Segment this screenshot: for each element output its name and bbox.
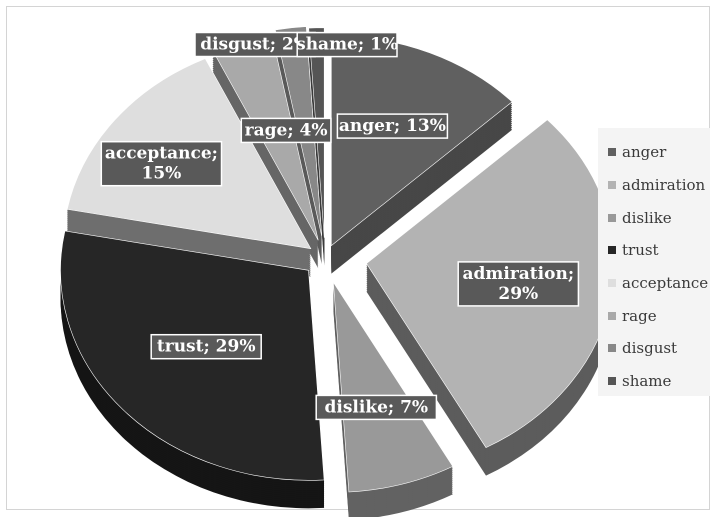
legend-swatch	[608, 181, 616, 190]
data-label-trust: trust; 29%	[150, 333, 262, 360]
legend-label: dislike	[622, 208, 672, 227]
legend-item-admiration: admiration	[598, 169, 710, 202]
svg-text:anger; 13%: anger; 13%	[339, 116, 446, 136]
legend-swatch	[608, 279, 616, 288]
legend-label: shame	[622, 372, 672, 391]
legend-label: disgust	[622, 339, 678, 358]
svg-text:disgust; 2%: disgust; 2%	[200, 35, 310, 55]
legend-swatch	[608, 311, 616, 320]
data-labels: anger; 13% admiration;29% dislike; 7% trust…	[100, 31, 580, 421]
legend-label: acceptance	[622, 274, 709, 293]
svg-text:shame; 1%: shame; 1%	[296, 35, 398, 55]
legend-item-disgust: disgust	[598, 332, 710, 365]
legend-item-trust: trust	[598, 234, 710, 267]
data-label-anger: anger; 13%	[336, 113, 449, 139]
svg-text:15%: 15%	[141, 164, 181, 184]
data-label-rage: rage; 4%	[240, 117, 332, 144]
svg-text:rage; 4%: rage; 4%	[245, 120, 328, 140]
legend-label: anger	[622, 143, 667, 162]
data-label-admiration: admiration;29%	[457, 261, 580, 307]
data-label-shame: shame; 1%	[296, 31, 398, 58]
legend-swatch	[608, 377, 616, 386]
legend-item-rage: rage	[598, 299, 710, 332]
legend-item-acceptance: acceptance	[598, 267, 710, 300]
legend-swatch	[608, 246, 616, 255]
legend-item-shame: shame	[598, 365, 710, 398]
legend-label: admiration	[622, 176, 706, 195]
legend-item-anger: anger	[598, 136, 710, 169]
data-label-acceptance: acceptance;15%	[100, 140, 223, 187]
data-label-dislike: dislike; 7%	[315, 394, 438, 421]
legend-swatch	[608, 213, 616, 222]
svg-text:admiration;: admiration;	[462, 264, 574, 284]
legend: anger admiration dislike trust acceptanc…	[598, 128, 710, 396]
slice-dislike	[333, 282, 454, 493]
legend-swatch	[608, 344, 616, 353]
legend-item-dislike: dislike	[598, 201, 710, 234]
svg-text:acceptance;: acceptance;	[105, 144, 218, 164]
svg-text:dislike; 7%: dislike; 7%	[324, 397, 428, 417]
legend-swatch	[608, 148, 616, 157]
svg-text:trust; 29%: trust; 29%	[157, 337, 256, 357]
legend-label: trust	[622, 241, 659, 260]
svg-text:29%: 29%	[498, 284, 538, 304]
legend-label: rage	[622, 306, 657, 325]
